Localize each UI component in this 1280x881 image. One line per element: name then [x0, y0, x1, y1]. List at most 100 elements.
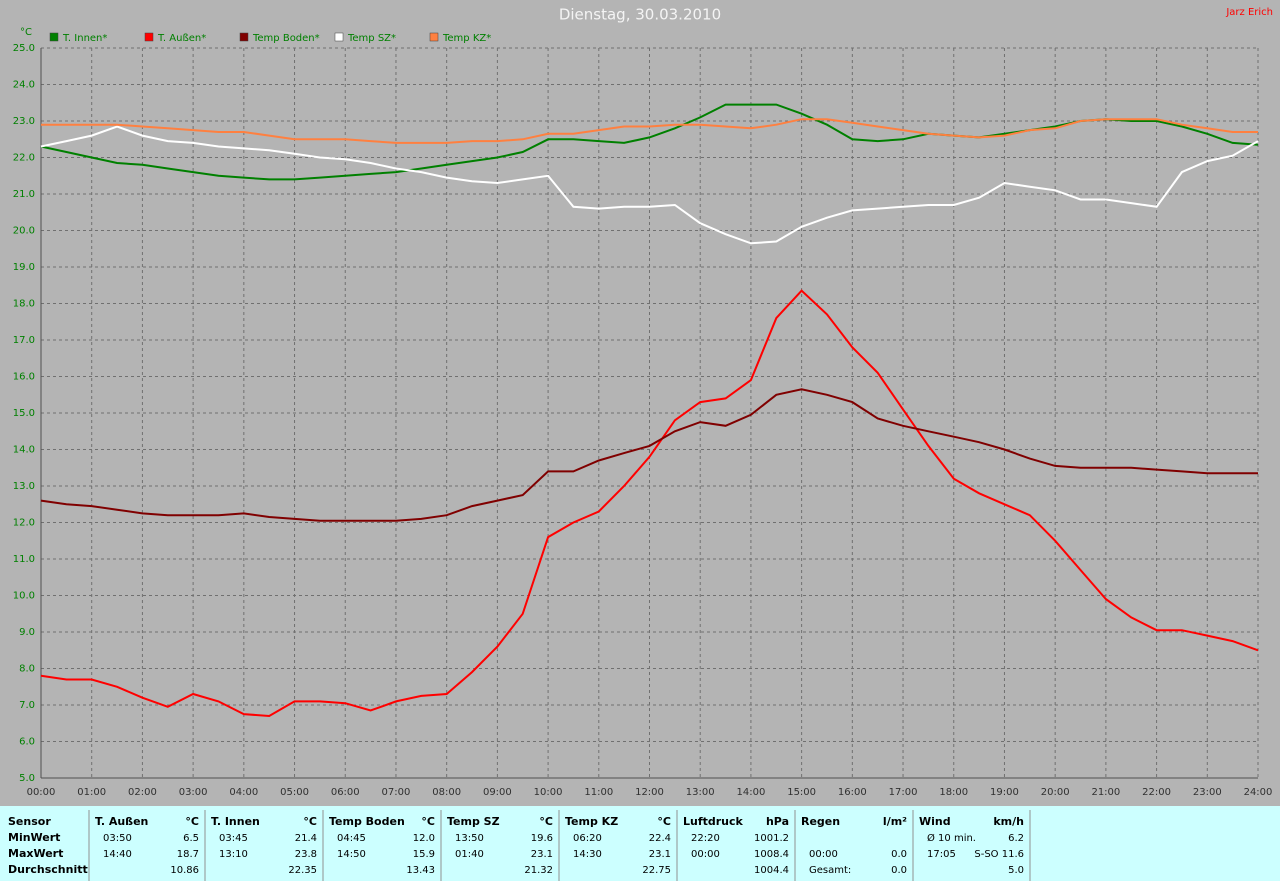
table-cell: 03:45 [219, 833, 248, 844]
table-cell: 13.43 [406, 865, 435, 876]
legend-swatch [144, 32, 154, 42]
table-cell: 0.0 [891, 849, 907, 860]
legend-label: Temp Boden* [252, 33, 320, 44]
table-unit: °C [421, 815, 435, 828]
table-cell: 04:45 [337, 833, 366, 844]
x-tick-label: 18:00 [939, 787, 968, 798]
table-cell: 01:40 [455, 849, 484, 860]
table-cell: 1001.2 [754, 833, 789, 844]
table-cell: 6.5 [183, 833, 199, 844]
table-cell: 14:30 [573, 849, 602, 860]
x-tick-label: 11:00 [584, 787, 613, 798]
y-tick-label: 20.0 [13, 226, 35, 237]
series-line [40, 289, 1259, 718]
y-axis-label: °C [20, 27, 32, 38]
table-cell: Ø 10 min. [927, 832, 976, 844]
table-cell: S-SO 11.6 [974, 849, 1024, 860]
x-tick-label: 01:00 [77, 787, 106, 798]
x-tick-label: 17:00 [889, 787, 918, 798]
y-tick-label: 13.0 [13, 481, 35, 492]
row-label: Durchschnitt [8, 863, 88, 876]
chart-background [0, 0, 1280, 806]
legend-swatch [334, 32, 344, 42]
series-line [40, 388, 1258, 522]
x-tick-label: 00:00 [27, 787, 56, 798]
y-tick-label: 23.0 [13, 116, 35, 127]
row-label: MaxWert [8, 847, 63, 860]
table-header: Temp SZ [447, 815, 500, 828]
x-tick-label: 03:00 [179, 787, 208, 798]
y-tick-label: 16.0 [13, 372, 35, 383]
legend-swatch [239, 32, 249, 42]
x-tick-label: 20:00 [1041, 787, 1070, 798]
table-cell: 13:10 [219, 849, 248, 860]
table-unit: km/h [993, 815, 1024, 828]
x-tick-label: 04:00 [229, 787, 258, 798]
table-cell: 00:00 [691, 849, 720, 860]
table-cell: 19.6 [531, 833, 553, 844]
x-tick-label: 22:00 [1142, 787, 1171, 798]
table-cell: 23.1 [649, 849, 671, 860]
table-header: Luftdruck [683, 815, 744, 828]
x-tick-label: 02:00 [128, 787, 157, 798]
table-header: T. Innen [211, 815, 260, 828]
table-unit: °C [303, 815, 317, 828]
table-unit: °C [185, 815, 199, 828]
x-tick-label: 15:00 [787, 787, 816, 798]
legend-swatch [429, 32, 439, 42]
table-background [0, 806, 1280, 881]
table-header: T. Außen [95, 815, 148, 828]
table-cell: 03:50 [103, 833, 132, 844]
x-tick-label: 21:00 [1091, 787, 1120, 798]
y-tick-label: 24.0 [13, 80, 35, 91]
y-tick-label: 18.0 [13, 299, 35, 310]
y-tick-label: 9.0 [19, 627, 35, 638]
table-header: Regen [801, 815, 840, 828]
table-cell: 1008.4 [754, 849, 789, 860]
table-cell: 13:50 [455, 833, 484, 844]
y-tick-label: 21.0 [13, 189, 35, 200]
legend-label: Temp KZ* [442, 33, 491, 44]
table-cell: 22.4 [649, 833, 671, 844]
table-cell: 15.9 [413, 849, 435, 860]
table-header: Temp KZ [565, 815, 618, 828]
table-cell: 5.0 [1008, 865, 1024, 876]
x-tick-label: 05:00 [280, 787, 309, 798]
table-unit: hPa [766, 815, 789, 828]
table-cell: 22:20 [691, 833, 720, 844]
table-unit: °C [539, 815, 553, 828]
table-cell: 14:50 [337, 849, 366, 860]
table-cell: 14:40 [103, 849, 132, 860]
y-tick-label: 10.0 [13, 591, 35, 602]
y-tick-label: 5.0 [19, 773, 35, 784]
legend-label: T. Innen* [62, 33, 107, 44]
x-tick-label: 14:00 [737, 787, 766, 798]
y-tick-label: 11.0 [13, 554, 35, 565]
x-tick-label: 16:00 [838, 787, 867, 798]
table-cell: 18.7 [177, 849, 199, 860]
legend-swatch [49, 32, 59, 42]
table-header: Sensor [8, 815, 51, 828]
table-cell: 21.32 [524, 865, 553, 876]
table-cell: 21.4 [295, 833, 317, 844]
table-cell: 1004.4 [754, 865, 789, 876]
x-tick-label: 08:00 [432, 787, 461, 798]
y-tick-label: 22.0 [13, 153, 35, 164]
x-tick-label: 13:00 [686, 787, 715, 798]
table-cell: 23.1 [531, 849, 553, 860]
table-cell: 10.86 [170, 865, 199, 876]
x-tick-label: 19:00 [990, 787, 1019, 798]
x-tick-label: 07:00 [382, 787, 411, 798]
y-tick-label: 19.0 [13, 262, 35, 273]
legend-label: Temp SZ* [347, 33, 396, 44]
series-line [40, 125, 1259, 245]
table-cell: 22.35 [288, 865, 317, 876]
table-cell: 12.0 [413, 833, 435, 844]
table-cell: 06:20 [573, 833, 602, 844]
table-cell: 23.8 [295, 849, 317, 860]
series-line [40, 103, 1259, 181]
x-tick-label: 23:00 [1193, 787, 1222, 798]
y-tick-label: 15.0 [13, 408, 35, 419]
x-tick-label: 10:00 [534, 787, 563, 798]
